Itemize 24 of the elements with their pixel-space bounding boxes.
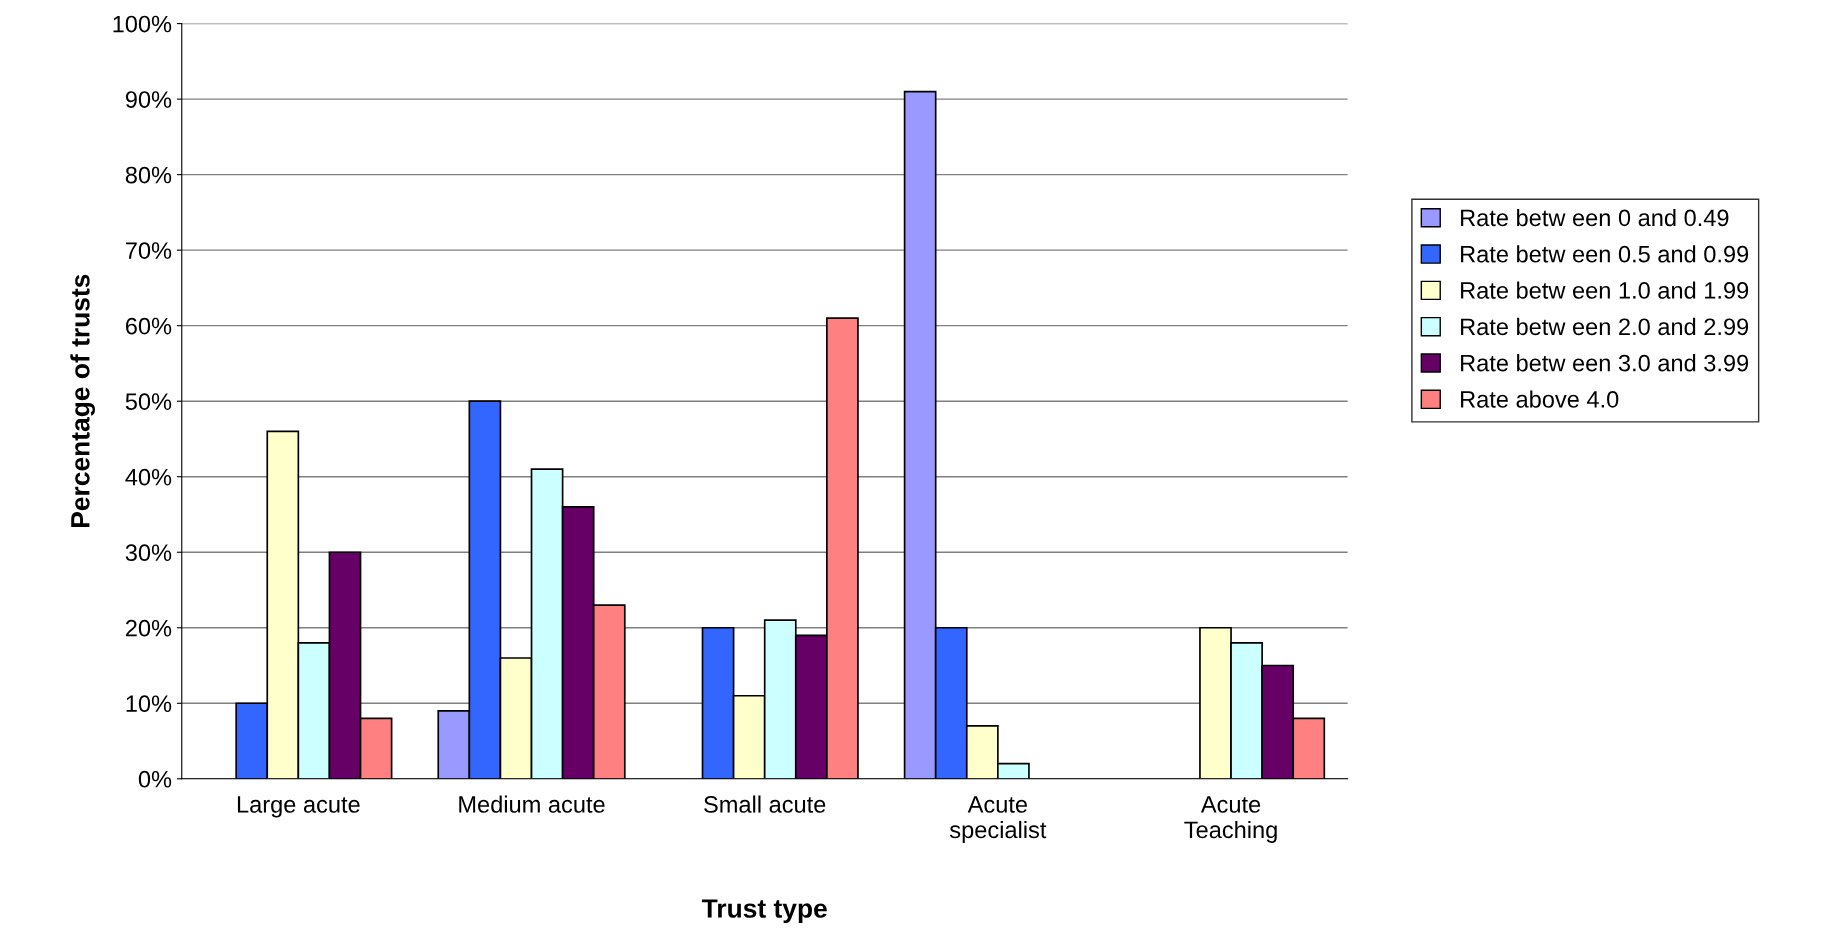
x-tick-label: Acute specialist xyxy=(949,796,1047,843)
y-tick-label: 90% xyxy=(125,91,172,108)
x-tick-label: Small acute xyxy=(704,795,826,813)
y-tick-label: 60% xyxy=(125,317,172,335)
legend-label: Rate betw een 0.5 and 0.99 xyxy=(1461,245,1749,263)
y-tick-label: 0% xyxy=(138,770,172,788)
y-tick-label: 80% xyxy=(125,166,172,184)
y-tick-label: 100% xyxy=(113,15,172,33)
legend-label: Rate betw een 0 and 0.49 xyxy=(1461,208,1729,227)
y-tick-label: 20% xyxy=(125,619,172,637)
x-tick-label: Acute Teaching xyxy=(1184,796,1277,843)
y-tick-label: 10% xyxy=(126,695,172,713)
y-tick-label: 40% xyxy=(125,468,172,486)
legend-label: Rate betw een 2.0 and 2.99 xyxy=(1461,317,1749,336)
y-tick-label: 30% xyxy=(125,544,172,562)
y-tick-label: 50% xyxy=(125,393,172,410)
x-axis-title: Trust type xyxy=(701,899,827,924)
legend-label: Rate betw een 3.0 and 3.99 xyxy=(1461,354,1749,372)
y-tick-label: 70% xyxy=(126,242,172,259)
legend-label: Rate betw een 1.0 and 1.99 xyxy=(1461,281,1749,299)
x-tick-label: Medium acute xyxy=(459,795,605,813)
x-tick-label: Large acute xyxy=(237,796,360,818)
legend-label: Rate above 4.0 xyxy=(1461,390,1619,408)
y-axis-title: Percentage of trusts xyxy=(70,274,95,528)
